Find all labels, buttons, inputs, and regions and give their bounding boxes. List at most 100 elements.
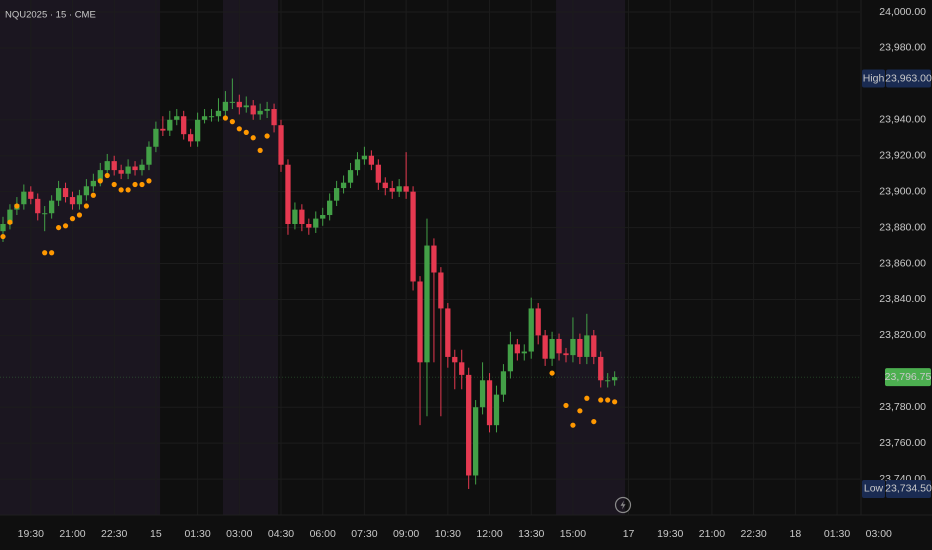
candle-body [417,281,423,363]
candle-body [431,245,437,273]
candle-body [591,335,597,357]
session-shade [0,0,161,515]
candle-body [243,105,249,108]
session-shade [556,0,626,515]
candle-body [382,182,388,189]
candle-body [584,335,590,357]
candle-body [118,170,124,174]
candle-body [49,200,55,214]
x-tick-label: 03:00 [866,528,892,540]
candle-body [7,209,13,224]
y-tick-label: 23,860.00 [879,257,926,269]
candle-body [250,105,256,115]
icon-bolt [620,500,626,510]
candle-body [21,191,27,205]
high-name: High [863,72,885,84]
candle-body [299,209,305,224]
candle-body [55,188,62,201]
candle-body [570,338,576,356]
candle-body [90,180,96,187]
candle-body [500,371,507,395]
candle-body [605,380,611,382]
candle-body [333,188,340,201]
candle-body [452,356,458,363]
indicator-dot [243,129,249,135]
x-tick-label: 04:30 [268,528,294,540]
candle-body [188,134,194,142]
candle-body [167,119,173,131]
x-tick-label: 09:00 [393,528,419,540]
y-tick-label: 23,820.00 [879,329,926,341]
candle-body [236,101,242,108]
replay-icon[interactable] [614,496,632,514]
candle-body [438,272,444,309]
low-value-box [886,479,931,498]
indicator-dot [146,178,152,184]
indicator-dot [90,192,96,198]
candle-body [549,338,555,359]
candle-body [313,218,319,228]
x-tick-label: 01:30 [824,528,850,540]
indicator-dot [0,233,6,240]
candle-body [42,213,48,215]
low-value: 23,734.50 [885,483,932,495]
indicator-dot [42,250,48,256]
candle-body [69,197,76,205]
candle-body [403,186,409,192]
indicator-dot [49,250,55,256]
candle-body [354,159,361,171]
indicator-dot [125,187,131,193]
x-tick-label: 17 [623,528,635,540]
candle-body [340,182,347,189]
indicator-dot [14,203,20,209]
candle-body [375,164,381,183]
candle-body [347,170,354,183]
y-tick-label: 23,760.00 [879,437,926,449]
candle-body [486,380,493,426]
y-tick-label: 23,900.00 [879,185,926,197]
candle-body [528,308,534,352]
x-tick-label: 21:00 [59,528,85,540]
candle-body [320,215,326,219]
candle-body [445,308,451,357]
indicator-dot [605,397,611,403]
icon-ring [614,496,632,514]
indicator-dot [222,115,229,121]
x-tick-label: 10:30 [435,528,461,540]
indicator-dot [139,181,145,188]
candle-body [285,164,291,224]
indicator-dot [612,399,618,405]
x-tick-label: 15:00 [560,528,586,540]
candle-body [160,128,166,131]
indicator-dot [83,203,89,209]
candle-body [493,394,500,426]
y-tick-label: 23,880.00 [879,221,926,233]
candle-body [535,308,541,336]
plot [0,78,860,489]
candle-body [327,200,333,216]
indicator-dot [7,219,13,225]
indicator-dot [563,402,569,409]
indicator-dot [118,187,124,193]
indicator-dot [236,126,242,132]
candle-body [424,245,430,363]
low-name-box [862,479,885,498]
indicator-dot [250,135,256,141]
indicator-dot [570,422,576,428]
indicator-dot [104,172,110,179]
low-name: Low [864,483,884,495]
candle-body [104,161,110,171]
y-tick-label: 23,920.00 [879,150,926,162]
candle-body [111,161,117,171]
candle-body [612,377,618,381]
candle-body [368,155,375,165]
candle-body [139,164,145,171]
candle-body [563,353,569,356]
session-shade [222,0,279,515]
candle-body [598,356,604,381]
candle-body [222,101,229,111]
candle-body [271,109,277,126]
candle-body [83,186,90,196]
candle-body [306,223,312,228]
